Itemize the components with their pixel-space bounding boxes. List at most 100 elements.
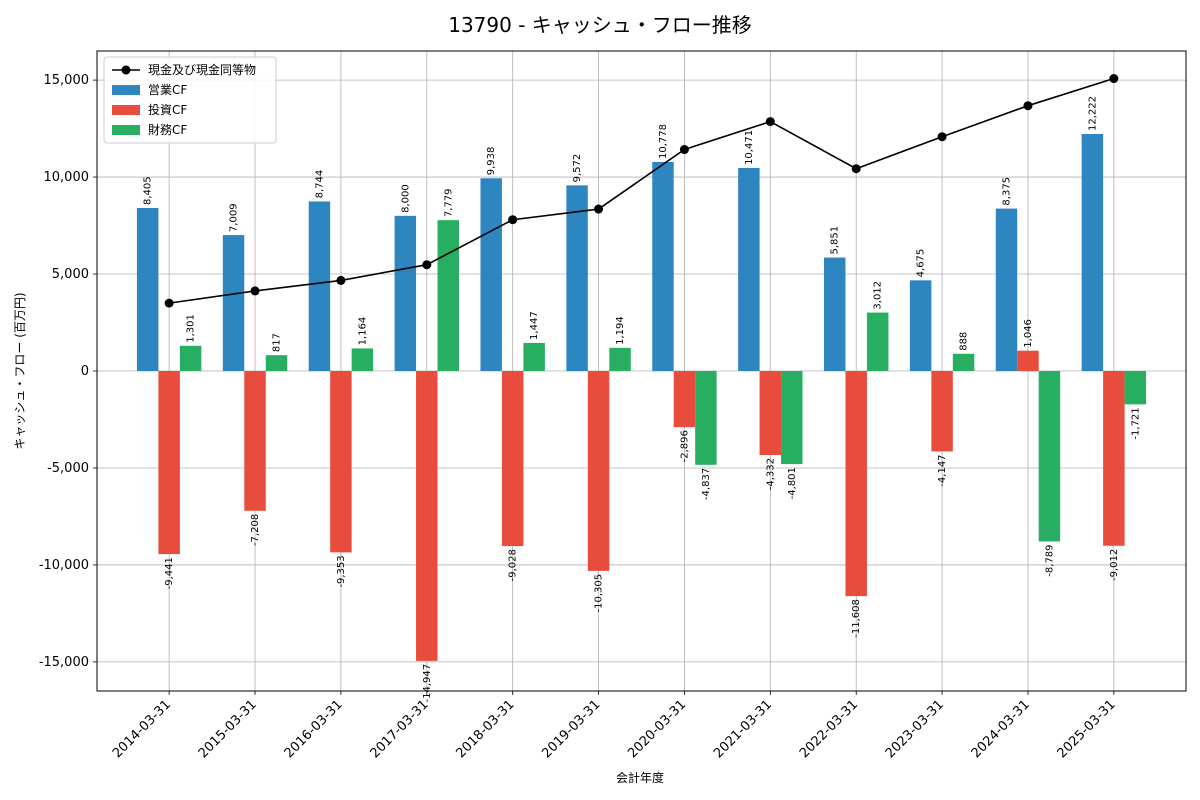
bar-2-3: [437, 220, 459, 371]
bar-value-label: 10,778: [658, 124, 669, 159]
x-tick-label: 2018-03-31: [453, 697, 517, 761]
cash-point-2: [336, 275, 346, 285]
bar-value-label: -2,896: [679, 430, 690, 462]
bar-value-label: 817: [271, 333, 282, 352]
bar-1-8: [845, 371, 867, 597]
bar-value-label: 8,375: [1002, 177, 1013, 206]
cash-line: [169, 77, 1115, 304]
cash-point-3: [422, 260, 432, 270]
bar-value-label: 8,000: [400, 184, 411, 213]
bar-2-4: [523, 342, 545, 371]
x-tick-label: 2014-03-31: [110, 697, 174, 761]
legend-entry-1: 投資CF: [148, 102, 187, 117]
cash-point-5: [594, 204, 604, 214]
bar-0-1: [222, 235, 245, 371]
legend-swatch-0: [112, 85, 140, 95]
bar-value-label: 8,405: [143, 176, 154, 205]
x-tick-label: 2021-03-31: [711, 697, 775, 761]
bar-value-label: -4,332: [765, 458, 776, 490]
bar-value-label: -4,801: [787, 467, 798, 499]
bar-1-0: [158, 371, 180, 555]
bar-value-label: -9,353: [336, 555, 347, 587]
cash-point-4: [508, 215, 518, 225]
y-tick-label: 10,000: [44, 170, 90, 185]
cash-point-11: [1109, 74, 1119, 84]
bar-0-10: [995, 208, 1018, 371]
x-tick-label: 2017-03-31: [368, 697, 432, 761]
bar-0-9: [909, 280, 932, 371]
bar-value-label: -11,608: [851, 599, 862, 638]
cash-point-7: [765, 117, 775, 127]
bar-0-11: [1081, 133, 1104, 371]
bar-2-1: [265, 355, 288, 371]
y-tick-label: 15,000: [44, 73, 90, 88]
cash-point-10: [1023, 101, 1033, 111]
bar-1-2: [330, 371, 352, 553]
bar-value-label: -9,441: [164, 557, 175, 589]
legend-entry-2: 財務CF: [148, 122, 187, 137]
bar-1-9: [931, 371, 953, 452]
bar-1-6: [673, 371, 696, 428]
bar-2-11: [1124, 371, 1147, 405]
x-tick-label: 2025-03-31: [1055, 697, 1119, 761]
bar-2-0: [179, 345, 202, 371]
bar-0-8: [824, 257, 846, 371]
axes-layer: -15,000 -10,000 -5,000 0 5,000 10,000 15,000 20…: [39, 50, 1187, 761]
x-axis-label: 会計年度: [616, 770, 664, 785]
legend-swatch-1: [112, 105, 140, 115]
bar-1-3: [416, 371, 438, 661]
bar-0-0: [136, 207, 159, 371]
cash-point-0: [164, 298, 174, 308]
bar-2-5: [609, 347, 631, 371]
bar-1-1: [244, 371, 266, 511]
cash-point-1: [250, 286, 260, 296]
cash-point-6: [679, 145, 689, 155]
y-axis-label: キャッシュ・フロー (百万円): [13, 292, 27, 449]
bars-layer: [136, 133, 1147, 661]
x-tick-label: 2020-03-31: [625, 697, 689, 761]
bar-value-label: -9,012: [1109, 549, 1120, 581]
bar-value-label: 1,194: [615, 316, 626, 345]
bar-1-7: [759, 371, 782, 456]
y-tick-label: 0: [81, 364, 89, 379]
bar-value-label: 9,572: [572, 154, 583, 183]
legend-entry-0: 営業CF: [148, 83, 187, 97]
bar-2-7: [781, 371, 803, 465]
x-tick-label: 2022-03-31: [797, 697, 861, 761]
legend-entry-cash: 現金及び現金同等物: [148, 62, 256, 77]
bar-1-11: [1103, 371, 1125, 546]
bar-2-9: [952, 353, 975, 371]
bar-0-4: [480, 178, 502, 371]
bar-0-2: [308, 201, 331, 371]
bar-value-label: 888: [959, 332, 970, 351]
bar-value-label: -9,028: [508, 549, 519, 581]
bar-0-5: [566, 185, 588, 371]
bar-value-label: 4,675: [916, 249, 927, 278]
bar-value-label: 1,447: [529, 311, 540, 340]
bar-value-label: -8,789: [1044, 544, 1055, 576]
line-layer: [164, 74, 1119, 308]
bar-value-label: 1,301: [186, 314, 197, 343]
cash-point-8: [851, 164, 861, 174]
bar-value-label: 7,009: [229, 203, 240, 232]
bar-2-8: [866, 312, 889, 371]
bar-1-4: [501, 371, 524, 547]
bar-value-label: -4,147: [937, 454, 948, 486]
bar-value-label: 1,046: [1023, 319, 1034, 348]
x-tick-label: 2023-03-31: [883, 697, 947, 761]
y-tick-label: -10,000: [39, 558, 89, 573]
bar-value-label: -10,305: [594, 574, 605, 613]
bar-value-label: -4,837: [701, 468, 712, 500]
bar-value-label: 3,012: [873, 281, 884, 310]
bar-0-3: [394, 215, 417, 371]
plot-frame: [96, 50, 1187, 692]
cash-point-9: [937, 132, 947, 142]
bar-value-label: 10,471: [744, 130, 755, 165]
bar-value-label: 8,744: [314, 170, 325, 199]
x-tick-label: 2015-03-31: [196, 697, 260, 761]
x-tick-label: 2024-03-31: [969, 697, 1033, 761]
y-tick-label: -5,000: [47, 461, 89, 476]
bar-value-label: 9,938: [486, 147, 497, 176]
bar-1-10: [1017, 350, 1039, 371]
